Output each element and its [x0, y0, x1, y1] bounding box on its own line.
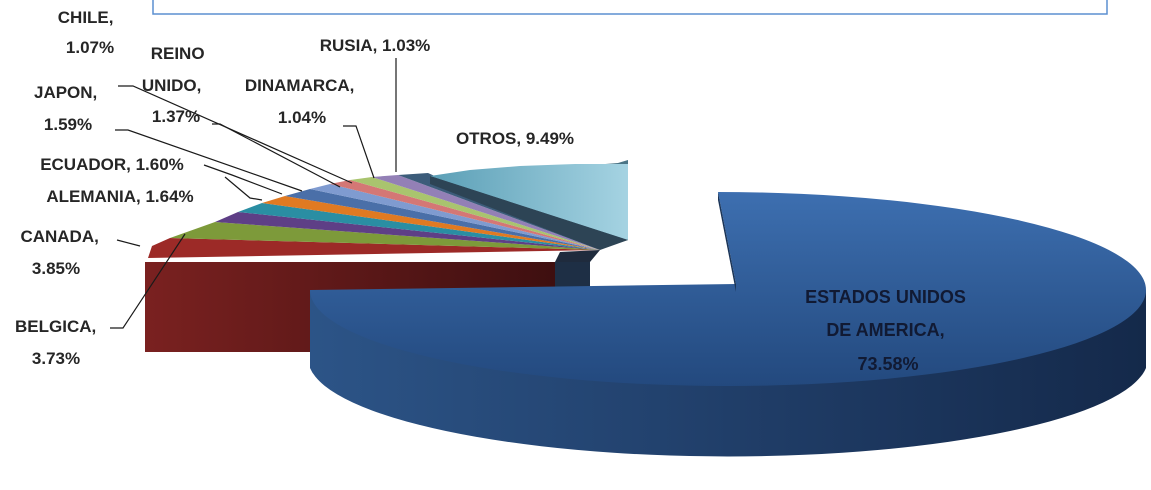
label-chile: CHILE, 1.07%: [58, 8, 118, 57]
leader-ecuador: [203, 164, 283, 195]
slice-rusia: [372, 175, 600, 250]
slice-belgica: [148, 238, 600, 258]
label-ecuador: ECUADOR, 1.60%: [40, 155, 184, 174]
slice-ecuador: [238, 203, 600, 250]
leader-lines: [110, 58, 397, 329]
label-reino-unido: REINO UNIDO, 1.37%: [142, 44, 209, 126]
label-japon: JAPON, 1.59%: [34, 83, 102, 134]
label-belgica: BELGICA, 3.73%: [15, 317, 101, 368]
label-alemania: ALEMANIA, 1.64%: [46, 187, 193, 206]
labels: CHILE, 1.07% REINO UNIDO, 1.37% RUSIA, 1…: [15, 8, 971, 374]
leader-chile: [118, 85, 353, 184]
leader-reino-unido: [212, 123, 341, 188]
title-box: [152, 0, 1108, 15]
slice-usa: [310, 192, 1146, 457]
leader-canada: [116, 239, 141, 247]
slice-canada: [170, 222, 600, 250]
slice-usa-top: [310, 192, 1146, 386]
slice-dinamarca: [350, 177, 600, 250]
slice-otros: [430, 160, 628, 250]
label-otros: OTROS, 9.49%: [456, 129, 574, 148]
slice-japon: [262, 196, 600, 250]
slice-reino-unido: [310, 184, 600, 250]
small-slices-group: [145, 173, 600, 352]
leader-belgica: [110, 233, 186, 329]
slice-chile: [330, 180, 600, 250]
leader-japon: [115, 129, 303, 192]
label-dinamarca: DINAMARCA, 1.04%: [245, 76, 359, 127]
label-rusia: RUSIA, 1.03%: [320, 36, 431, 55]
label-canada: CANADA, 3.85%: [20, 227, 103, 278]
slice-alemania: [215, 212, 600, 250]
leader-dinamarca: [343, 125, 375, 179]
leader-alemania: [224, 176, 263, 201]
label-usa: ESTADOS UNIDOS DE AMERICA, 73.58%: [805, 287, 971, 374]
